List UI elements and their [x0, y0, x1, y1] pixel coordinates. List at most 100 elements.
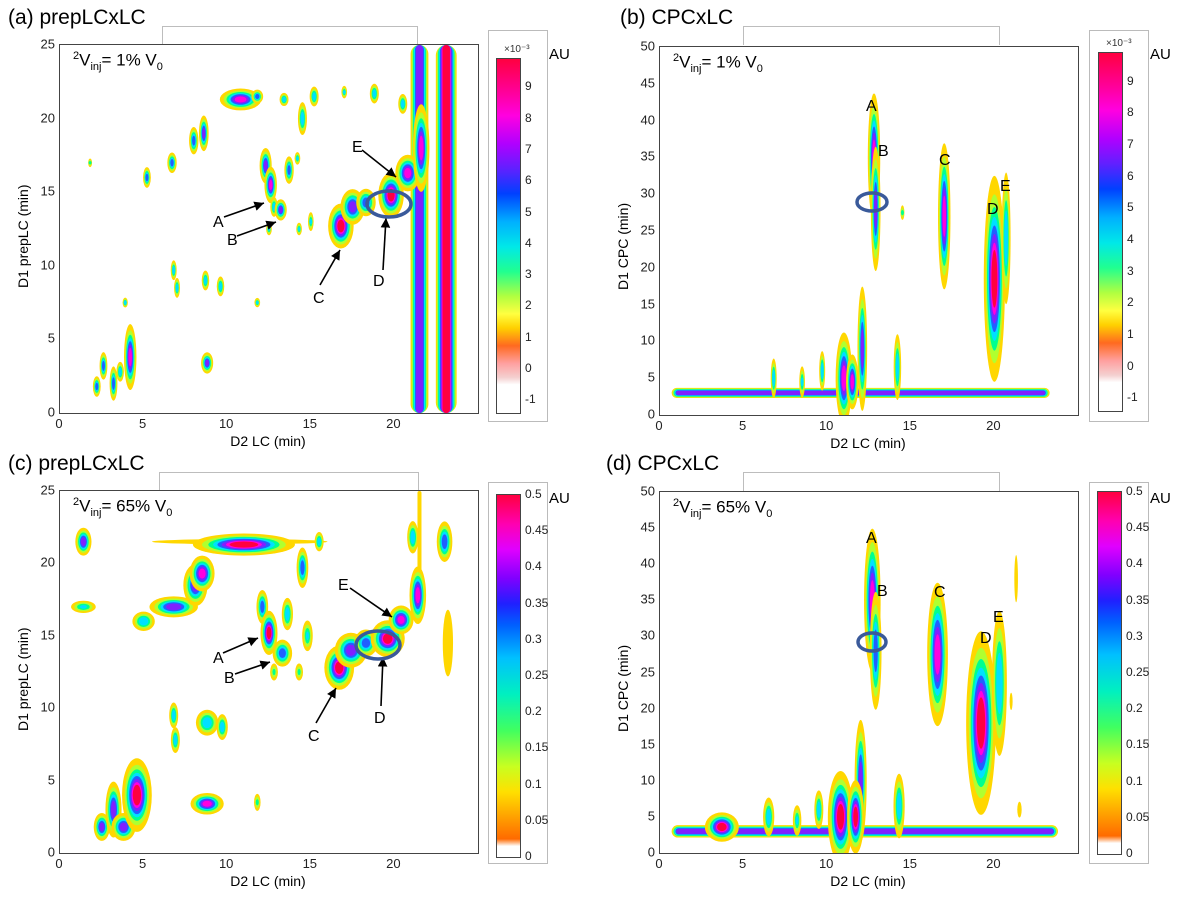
colorbar-tick-label: 8 — [1127, 105, 1134, 120]
injection-part: V — [79, 496, 91, 516]
peak-contour — [175, 283, 179, 293]
peak-contour — [900, 209, 904, 216]
colorbar-tick-label: 0.4 — [525, 559, 542, 574]
peak-contour — [219, 721, 225, 733]
peak-contour — [278, 206, 283, 214]
y-tick-label: 5 — [47, 772, 55, 788]
peak-contour — [305, 631, 309, 641]
peak-contour — [415, 587, 421, 604]
y-tick-label: 25 — [40, 36, 55, 52]
panel-d: (d) CPCxLC 0 5 10 15 20 0 5 10 15 20 25 30 35 40 45 50 D… — [590, 452, 1179, 899]
peak-contour — [272, 668, 276, 676]
injection-volume-label: 2Vinj= 65% V0 — [73, 496, 172, 519]
colorbar-tick-label: 0.5 — [1126, 484, 1143, 498]
peak-label: A — [866, 98, 877, 115]
injection-part: V — [79, 50, 91, 70]
colorbar-tick-label: 3 — [1127, 263, 1134, 278]
peak-contour — [397, 615, 405, 624]
x-axis-label: D2 LC (min) — [230, 433, 306, 449]
panel-title: (d) CPCxLC — [606, 452, 720, 475]
colorbar-unit: AU — [549, 490, 570, 507]
panel-a: (a) prepLCxLC 0 5 10 15 20 0 5 10 15 20 25 D2 LC (m… — [0, 0, 590, 450]
peak-label: B — [224, 670, 235, 687]
panel-c: (c) prepLCxLC 0 5 10 15 20 0 5 10 15 20 25 D2 LC (m… — [0, 452, 590, 899]
peak-contour — [229, 541, 259, 548]
heatmap-plot-c — [59, 490, 479, 854]
colorbar-tick-label: 0.2 — [1126, 701, 1143, 716]
peak-contour — [309, 218, 313, 225]
peak-contour — [110, 800, 117, 819]
colorbar-exponent: ×10⁻³ — [504, 44, 530, 55]
injection-part: 0 — [756, 63, 763, 76]
peak-label: B — [227, 232, 238, 249]
peak-contour — [345, 644, 357, 656]
peak-contour — [942, 195, 946, 237]
injection-part: = 1% V — [101, 50, 157, 70]
colorbar — [1098, 52, 1123, 412]
peak-contour — [410, 530, 416, 545]
peak-label: C — [308, 728, 320, 745]
y-tick-label: 0 — [647, 406, 655, 422]
panel-title: (b) CPCxLC — [620, 6, 734, 29]
injection-part: 2 — [673, 52, 680, 64]
y-tick-label: 40 — [640, 555, 655, 571]
peak-contour — [337, 219, 345, 233]
colorbar-tick-label: 3 — [525, 267, 532, 282]
colorbar-tick-label: 0.25 — [1126, 665, 1150, 679]
colorbar-tick-label: 1 — [525, 329, 532, 344]
peak-label: B — [877, 583, 888, 600]
peak-contour — [171, 709, 176, 721]
colorbar-tick-label: 1 — [1127, 326, 1134, 341]
colorbar-tick-label: 0.5 — [525, 487, 542, 501]
peak-contour — [282, 96, 286, 103]
y-tick-label: 45 — [640, 519, 655, 535]
peak-label: E — [993, 609, 1004, 626]
colorbar-tick-label: 0.45 — [1126, 520, 1150, 535]
colorbar-tick-label: 0.4 — [1126, 556, 1143, 571]
y-tick-label: 50 — [640, 38, 655, 54]
peak-contour — [800, 377, 804, 387]
peak-contour — [300, 560, 305, 576]
peak-contour — [123, 300, 127, 305]
peak-contour — [278, 648, 286, 659]
colorbar-tick-label: 0.45 — [525, 523, 549, 538]
figure-tab — [162, 26, 418, 45]
peak-contour — [285, 607, 290, 621]
peak-contour — [202, 800, 212, 807]
colorbar-tick-label: 7 — [1127, 136, 1134, 151]
peak-contour — [874, 189, 878, 229]
peak-label: E — [352, 139, 363, 156]
colorbar-exponent: ×10⁻³ — [1106, 38, 1132, 49]
peak-label: D — [374, 710, 386, 727]
peak-contour — [198, 568, 206, 579]
peak-contour — [202, 127, 206, 139]
injection-part: 0 — [156, 61, 163, 74]
peak-contour — [850, 374, 855, 390]
y-axis-label: D1 CPC (min) — [615, 644, 631, 732]
peak-contour — [996, 652, 1003, 714]
peak-contour — [300, 111, 305, 126]
peak-contour — [772, 369, 776, 387]
y-tick-label: 45 — [640, 75, 655, 91]
y-tick-label: 0 — [647, 844, 655, 860]
peak-contour — [1014, 555, 1018, 603]
injection-part: V — [679, 497, 691, 517]
peak-contour — [203, 276, 208, 285]
injection-part: 2 — [673, 497, 680, 509]
injection-volume-label: 2Vinj= 65% V0 — [673, 497, 772, 520]
colorbar — [496, 58, 521, 414]
y-tick-label: 20 — [640, 700, 655, 716]
y-tick-label: 5 — [47, 330, 55, 346]
peak-label: E — [1000, 178, 1011, 195]
peak-contour — [317, 537, 322, 546]
panel-b: (b) CPCxLC 0 5 10 15 20 0 5 10 15 20 25 30 35 40 45 50 D… — [590, 0, 1179, 451]
colorbar-tick-label: 0.3 — [1126, 628, 1143, 643]
peak-contour — [287, 165, 291, 176]
peak-contour — [837, 804, 845, 830]
peak-contour — [268, 179, 273, 190]
peak-label: B — [878, 143, 889, 160]
colorbar-tick-label: 5 — [1127, 200, 1134, 215]
figure-tab — [159, 472, 419, 491]
x-tick-label: 0 — [55, 856, 63, 871]
peak-contour — [202, 717, 212, 729]
